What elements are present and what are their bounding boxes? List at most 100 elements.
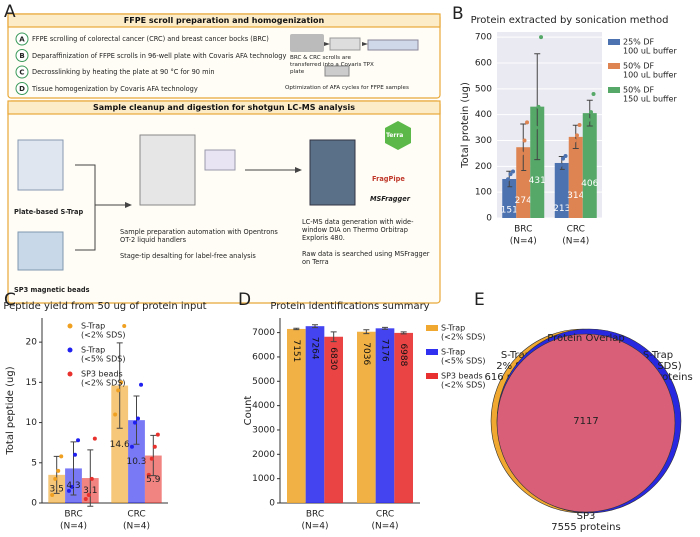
data-point <box>50 492 55 497</box>
value-label: 3.1 <box>83 486 97 496</box>
data-point <box>119 380 124 385</box>
y-tick-label: 100 <box>475 188 492 198</box>
logo <box>385 121 411 150</box>
legend-label: (<2% SDS) <box>81 331 126 340</box>
illustration <box>204 149 236 171</box>
bar <box>357 331 376 503</box>
section-header <box>7 100 441 115</box>
value-label: 274 <box>515 196 532 206</box>
x-tick-label: (N=4) <box>371 522 398 532</box>
method-label: Plate-based S-Trap <box>14 208 84 216</box>
data-point <box>92 436 97 441</box>
data-point <box>591 92 596 96</box>
y-tick-label: 5000 <box>252 377 275 387</box>
bar <box>305 326 325 503</box>
error-bar <box>400 331 407 335</box>
value-label: 7264 <box>310 337 320 360</box>
legend-label: SP3 beads <box>81 370 123 379</box>
panel-label: E <box>474 290 485 310</box>
bar <box>568 136 583 218</box>
arrowhead <box>125 202 132 208</box>
data-point <box>572 138 577 143</box>
value-label: 3.5 <box>50 484 64 494</box>
data-point <box>583 120 588 125</box>
data-point <box>503 185 508 189</box>
legend-label: (<2% SDS) <box>441 381 486 390</box>
legend-label: (<2% SDS) <box>441 333 486 342</box>
data-point <box>73 452 78 457</box>
illustration <box>290 34 324 52</box>
data-point <box>575 133 580 138</box>
legend-label: S-Trap <box>81 322 105 331</box>
panel-label: C <box>4 290 16 310</box>
x-tick-label: CRC <box>127 510 145 520</box>
error-bar <box>382 326 388 330</box>
x-tick-label: (N=4) <box>562 237 589 247</box>
data-point <box>519 151 524 156</box>
value-label: 151 <box>501 206 518 216</box>
legend-label: S-Trap <box>441 348 465 357</box>
legend-label: 150 uL buffer <box>623 95 677 104</box>
data-point <box>533 125 538 130</box>
bar <box>582 113 597 218</box>
error-bar <box>150 434 157 477</box>
y-tick-label: 7000 <box>252 328 275 338</box>
x-tick-label: BRC <box>514 225 532 235</box>
data-point <box>152 444 157 449</box>
data-point <box>66 488 71 493</box>
legend-label: 25% DF <box>623 38 654 47</box>
data-point <box>511 169 516 174</box>
y-axis-label: Total protein (ug) <box>460 82 471 169</box>
data-point <box>132 420 137 425</box>
bullet: Stage-tip desalting for label-free analy… <box>120 252 256 260</box>
legend-marker <box>608 63 620 69</box>
legend-label: S-Trap <box>81 346 105 355</box>
value-label: 431 <box>529 176 546 186</box>
data-point <box>56 468 61 473</box>
data-point <box>59 454 64 459</box>
arrowhead <box>362 42 368 46</box>
data-point <box>558 163 563 168</box>
y-tick-label: 700 <box>475 33 492 43</box>
value-label: 314 <box>567 191 584 201</box>
data-point <box>539 35 544 40</box>
data-point <box>116 388 121 393</box>
data-point <box>146 472 151 477</box>
legend-label: 100 uL buffer <box>623 71 677 80</box>
value-label: 7151 <box>291 339 301 362</box>
value-label: 6830 <box>328 347 338 370</box>
x-tick-label: CRC <box>567 225 585 235</box>
bar <box>287 328 306 503</box>
y-tick-label: 200 <box>475 162 492 172</box>
x-tick-label: CRC <box>376 510 394 520</box>
legend-label: (<2% SDS) <box>81 379 126 388</box>
step-text: FFPE scrolling of colorectal cancer (CRC… <box>32 35 269 43</box>
bullet: LC-MS data generation with wide-window D… <box>302 218 414 242</box>
value-label: 4.3 <box>66 481 80 491</box>
data-point <box>53 476 58 481</box>
chart-title: Protein Overlap <box>547 333 625 344</box>
data-point <box>139 382 144 387</box>
error-bar <box>363 329 370 335</box>
panel-label: B <box>452 4 464 24</box>
y-tick-label: 0 <box>486 214 492 224</box>
x-tick-label: (N=4) <box>301 522 328 532</box>
value-label: 6988 <box>398 343 408 366</box>
error-bar <box>520 123 527 171</box>
y-axis-label: Count <box>243 396 254 426</box>
error-bar <box>116 342 123 429</box>
bullet: Sample preparation automation with Opent… <box>120 228 278 244</box>
data-point <box>89 476 94 481</box>
data-point <box>149 456 154 461</box>
x-tick-label: BRC <box>64 510 82 520</box>
bar <box>375 328 395 503</box>
venn-overlap: 7117 <box>573 416 598 427</box>
section-title: FFPE scroll preparation and homogenizati… <box>123 16 325 25</box>
legend-marker <box>426 349 438 355</box>
legend-marker <box>608 39 620 45</box>
legend-label: (<5% SDS) <box>441 357 486 366</box>
legend-marker <box>67 347 73 353</box>
data-point <box>536 104 541 109</box>
